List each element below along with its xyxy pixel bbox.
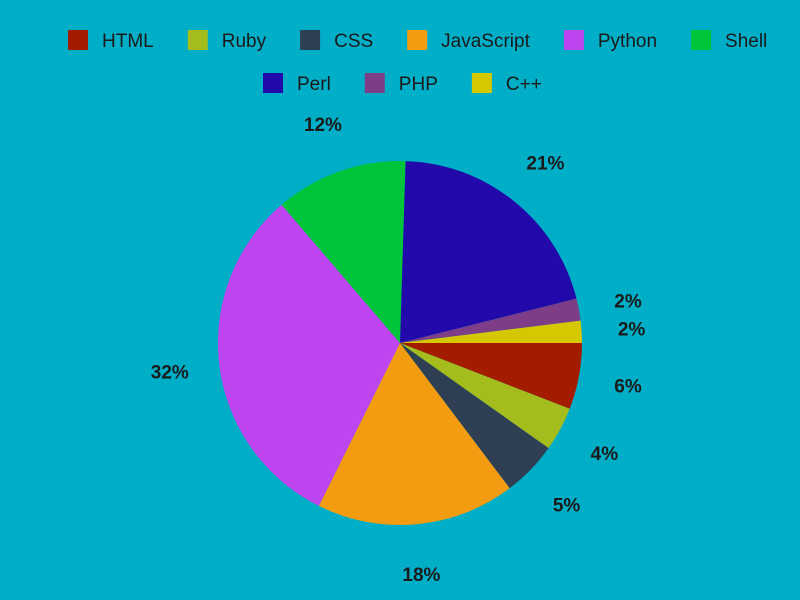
pie-labels: 6% 4% 5% 18% 32% 12% 21% 2% 2% xyxy=(151,115,646,586)
legend-label-shell: Shell xyxy=(725,31,767,52)
legend-item-php[interactable]: PHP xyxy=(364,73,438,95)
pie-label-shell: 12% xyxy=(304,115,342,136)
legend-item-ruby[interactable]: Ruby xyxy=(187,30,267,52)
pie-label-python: 32% xyxy=(151,363,189,384)
legend-item-shell[interactable]: Shell xyxy=(691,30,767,52)
legend-item-python[interactable]: Python xyxy=(563,30,657,52)
legend-swatch-perl xyxy=(263,73,283,93)
pie-slice-javascript[interactable] xyxy=(318,343,510,525)
legend-label-javascript: JavaScript xyxy=(441,31,530,52)
pie-label-cplusplus: 2% xyxy=(618,320,646,341)
legend-label-php: PHP xyxy=(399,74,438,95)
legend-label-html: HTML xyxy=(102,31,154,52)
pie-slice-php[interactable] xyxy=(400,298,581,343)
legend-label-python: Python xyxy=(598,31,657,52)
pie-label-ruby: 4% xyxy=(591,444,619,465)
pie-slice-ruby[interactable] xyxy=(400,343,570,449)
pie-label-javascript: 18% xyxy=(402,565,440,586)
legend-swatch-css xyxy=(300,30,321,50)
legend-swatch-python xyxy=(563,30,584,50)
legend: HTML Ruby CSS JavaScript Python Shell Perl PHP C… xyxy=(68,30,767,95)
legend-item-css[interactable]: CSS xyxy=(300,30,373,52)
pie-label-css: 5% xyxy=(553,496,581,517)
legend-swatch-javascript xyxy=(407,30,428,50)
legend-swatch-php xyxy=(364,73,385,93)
legend-label-css: CSS xyxy=(334,31,373,52)
legend-swatch-cplusplus xyxy=(471,73,492,93)
legend-item-perl[interactable]: Perl xyxy=(263,73,331,95)
pie-label-perl: 21% xyxy=(526,153,564,174)
legend-swatch-html xyxy=(68,30,88,50)
pie-slice-python[interactable] xyxy=(218,204,400,506)
legend-label-ruby: Ruby xyxy=(222,31,267,52)
pie-slice-perl[interactable] xyxy=(400,161,577,343)
legend-item-javascript[interactable]: JavaScript xyxy=(407,30,531,52)
pie-slice-shell[interactable] xyxy=(281,161,406,343)
pie-slices xyxy=(218,161,582,525)
pie-label-php: 2% xyxy=(614,291,642,312)
legend-item-cplusplus[interactable]: C++ xyxy=(471,73,542,95)
pie-label-html: 6% xyxy=(614,377,642,398)
pie-slice-cplusplus[interactable] xyxy=(400,320,582,343)
pie-slice-html[interactable] xyxy=(400,343,582,409)
pie-slice-css[interactable] xyxy=(400,343,549,489)
legend-swatch-ruby xyxy=(187,30,208,50)
legend-item-html[interactable]: HTML xyxy=(68,30,154,52)
legend-swatch-shell xyxy=(691,30,712,50)
legend-label-perl: Perl xyxy=(297,74,331,95)
legend-label-cplusplus: C++ xyxy=(506,74,542,95)
